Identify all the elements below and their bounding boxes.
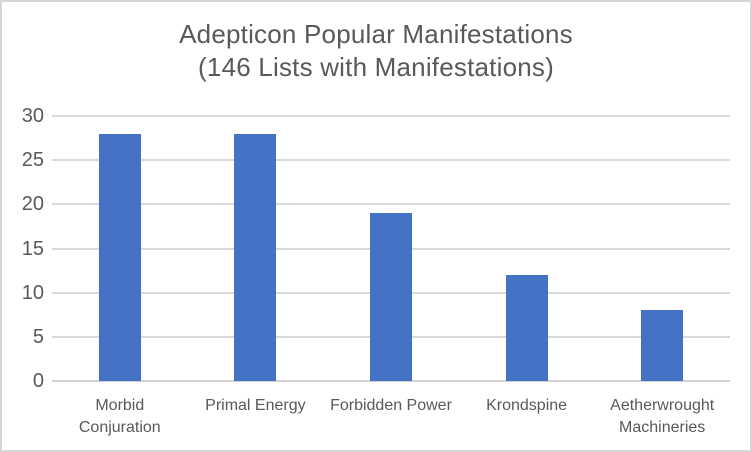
x-axis: Morbid Conjuration Primal Energy Forbidden … (52, 395, 730, 445)
gridline-25 (52, 159, 730, 162)
plot-area (52, 115, 730, 382)
bar-forbidden-power (370, 213, 412, 381)
x-category-label-krondspine: Krondspine (486, 397, 568, 414)
chart-title-block: Adepticon Popular Manifestations (146 Li… (2, 18, 750, 84)
bar-aetherwrought-machineries (641, 310, 684, 381)
y-tick-label-25: 25 (21, 149, 44, 172)
chart-subtitle: (146 Lists with Manifestations) (198, 52, 554, 82)
y-axis: 0 5 10 15 20 25 30 (2, 105, 44, 392)
bar-primal-energy (234, 133, 277, 381)
bar-morbid-conjuration (98, 133, 141, 381)
y-tick-label-15: 15 (21, 237, 44, 260)
y-tick-label-5: 5 (32, 325, 44, 348)
x-category-label-morbid-conjuration: Morbid Conjuration (78, 397, 161, 436)
y-tick-label-0: 0 (32, 370, 44, 392)
bar-krondspine (505, 275, 548, 381)
y-tick-label-10: 10 (21, 281, 44, 304)
x-category-label-primal-energy: Primal Energy (205, 397, 306, 414)
x-category-label-forbidden-power: Forbidden Power (330, 397, 452, 414)
x-axis-line (52, 380, 730, 382)
y-tick-label-30: 30 (21, 105, 44, 127)
gridline-30 (52, 115, 730, 117)
chart-title: Adepticon Popular Manifestations (179, 19, 573, 49)
y-tick-label-20: 20 (21, 193, 44, 216)
gridline-20 (52, 203, 730, 206)
x-category-label-aetherwrought-machineries: Aetherwrought Machineries (610, 397, 715, 436)
